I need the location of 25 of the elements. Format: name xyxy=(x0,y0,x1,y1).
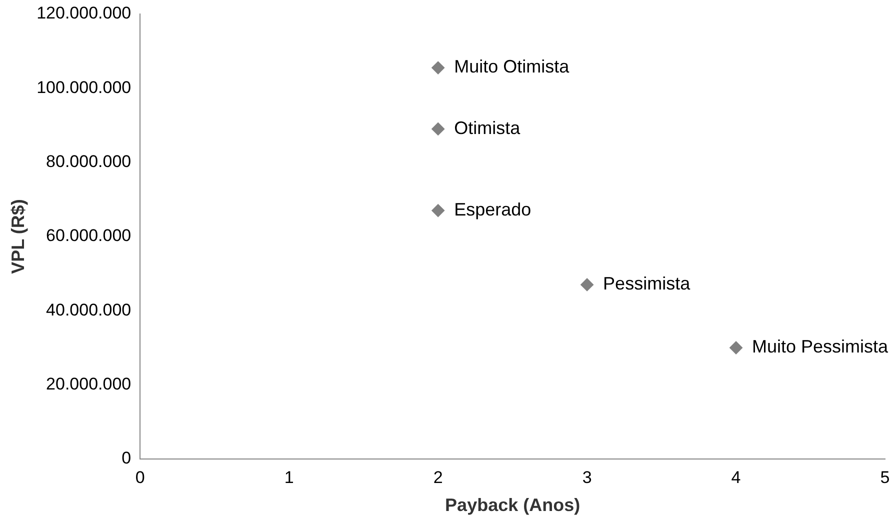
annotation: Muito Otimista xyxy=(454,56,570,77)
y-tick-label: 60.000.000 xyxy=(46,226,132,246)
point xyxy=(432,204,445,218)
y-tick-label: 80.000.000 xyxy=(46,152,132,172)
x-tick-label: 4 xyxy=(731,468,741,487)
x-tick-label: 0 xyxy=(135,468,145,487)
y-tick-label: 120.000.000 xyxy=(36,4,132,23)
point xyxy=(730,341,743,354)
annotation: Otimista xyxy=(454,118,522,138)
annotation: Esperado xyxy=(454,200,532,220)
annotation: Pessimista xyxy=(603,274,692,294)
x-tick-label: 2 xyxy=(433,468,443,487)
point xyxy=(432,61,445,74)
annotation: Muito Pessimista xyxy=(752,336,890,357)
y-tick-label: 40.000.000 xyxy=(46,300,132,320)
x-tick-label: 3 xyxy=(582,468,592,487)
y-tick-label: 0 xyxy=(122,448,132,468)
y-tick-label: 20.000.000 xyxy=(46,374,132,394)
x-axis-title: Payback (Anos) xyxy=(445,495,580,516)
y-tick-label: 100.000.000 xyxy=(36,78,132,97)
point xyxy=(432,122,445,136)
y-axis-title: VPL (R$) xyxy=(8,199,28,274)
x-tick-label: 1 xyxy=(284,468,294,487)
x-tick-label: 5 xyxy=(880,468,890,487)
point xyxy=(580,278,594,292)
